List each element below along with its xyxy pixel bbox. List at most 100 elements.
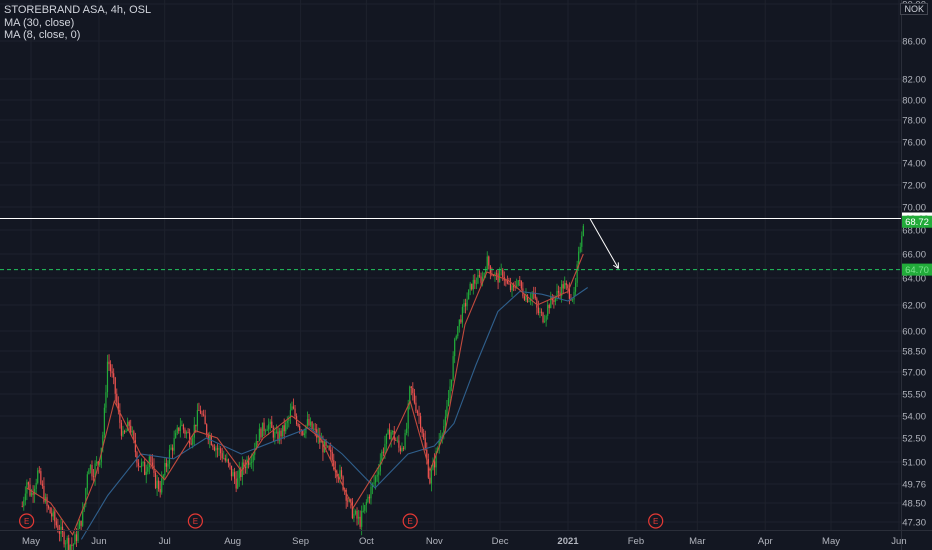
candle-body	[251, 462, 253, 463]
candle-body	[127, 421, 129, 431]
candle-body	[114, 377, 116, 394]
candle-body	[49, 507, 51, 514]
candle-body	[252, 454, 254, 463]
candle-body	[367, 496, 369, 502]
candle-body	[230, 465, 233, 477]
earnings-marker-label: E	[193, 517, 198, 526]
candle-body	[106, 361, 109, 393]
candle-body	[483, 272, 485, 278]
candle-body	[38, 470, 40, 472]
candle-body	[320, 440, 322, 443]
candle-body	[165, 462, 167, 467]
candle-body	[206, 424, 208, 435]
y-tick-label: 55.50	[902, 390, 926, 401]
candle-body	[154, 472, 157, 489]
legend-ma8[interactable]: MA (8, close, 0)	[4, 29, 81, 41]
candle-body	[61, 526, 64, 533]
candle-body	[41, 483, 43, 486]
candle-body	[457, 326, 459, 337]
candle-body	[466, 299, 468, 307]
candle-body	[74, 534, 76, 545]
candle-body	[455, 336, 457, 340]
candle-body	[354, 510, 357, 514]
ma30-line	[80, 287, 589, 540]
candle-body	[161, 478, 163, 493]
candle-body	[328, 446, 330, 450]
y-tick-label: 68.00	[902, 226, 926, 237]
candle-body	[385, 433, 388, 444]
candle-body	[571, 299, 574, 301]
y-tick-label: 54.00	[902, 412, 926, 423]
candle-body	[342, 476, 344, 490]
candle-body	[218, 448, 220, 450]
candle-body	[469, 283, 471, 290]
candle-body	[91, 464, 93, 477]
candle-body	[32, 492, 34, 495]
candle-body	[255, 441, 257, 450]
y-tick-label: 72.00	[902, 181, 926, 192]
candle-body	[263, 422, 265, 432]
candle-body	[202, 414, 205, 416]
candle-body	[34, 488, 36, 495]
candle-body	[508, 283, 510, 285]
candle-body	[568, 288, 570, 299]
candle-body	[23, 500, 25, 507]
candle-body	[418, 413, 420, 417]
y-tick-label: 76.00	[902, 138, 926, 149]
candle-body	[309, 421, 312, 426]
candle-body	[82, 509, 84, 526]
x-tick-label: 2021	[557, 536, 579, 547]
candle-body	[365, 501, 367, 506]
currency-badge[interactable]: NOK	[900, 3, 928, 15]
candle-body	[21, 506, 23, 507]
candle-body	[474, 279, 476, 284]
candle-body	[562, 284, 564, 289]
candle-body	[468, 289, 470, 300]
candle-body	[340, 470, 343, 477]
candle-body	[272, 427, 274, 438]
candle-body	[63, 532, 65, 545]
candle-body	[542, 312, 544, 323]
candle-body	[156, 480, 158, 489]
candle-body	[362, 510, 364, 512]
legend-ma30[interactable]: MA (30, close)	[4, 16, 75, 29]
candle-body	[481, 277, 484, 283]
y-tick-label: 58.50	[902, 347, 926, 358]
candle-body	[447, 398, 450, 407]
candle-body	[65, 543, 67, 545]
candle-body	[139, 466, 141, 467]
candle-body	[68, 537, 70, 550]
candle-body	[289, 410, 291, 418]
candle-body	[240, 469, 242, 477]
forecast-arrow-head	[613, 264, 619, 269]
candle-body	[452, 356, 454, 380]
candle-body	[576, 264, 578, 283]
candle-body	[144, 461, 146, 475]
candle-body	[536, 298, 538, 308]
candle-body	[339, 470, 341, 479]
candle-body	[406, 428, 408, 434]
candle-body	[443, 426, 445, 435]
candle-body	[280, 430, 282, 437]
candle-body	[140, 462, 143, 467]
price-label-bg	[902, 215, 932, 228]
candle-body	[410, 386, 412, 389]
candle-body	[353, 513, 355, 519]
candle-body	[162, 475, 164, 479]
candle-body	[550, 296, 552, 309]
candle-body	[454, 339, 456, 357]
candle-body	[47, 505, 50, 508]
candle-body	[237, 478, 239, 489]
candle-body	[331, 451, 333, 461]
candle-body	[516, 285, 518, 288]
candle-body	[113, 373, 115, 378]
candle-body	[381, 451, 383, 461]
legend-symbol[interactable]: STOREBRAND ASA, 4h, OSL	[4, 4, 152, 16]
candle-body	[264, 430, 267, 432]
candle-body	[244, 467, 247, 469]
candle-body	[232, 472, 234, 477]
candle-body	[384, 443, 386, 453]
x-tick-label: May	[22, 536, 40, 547]
